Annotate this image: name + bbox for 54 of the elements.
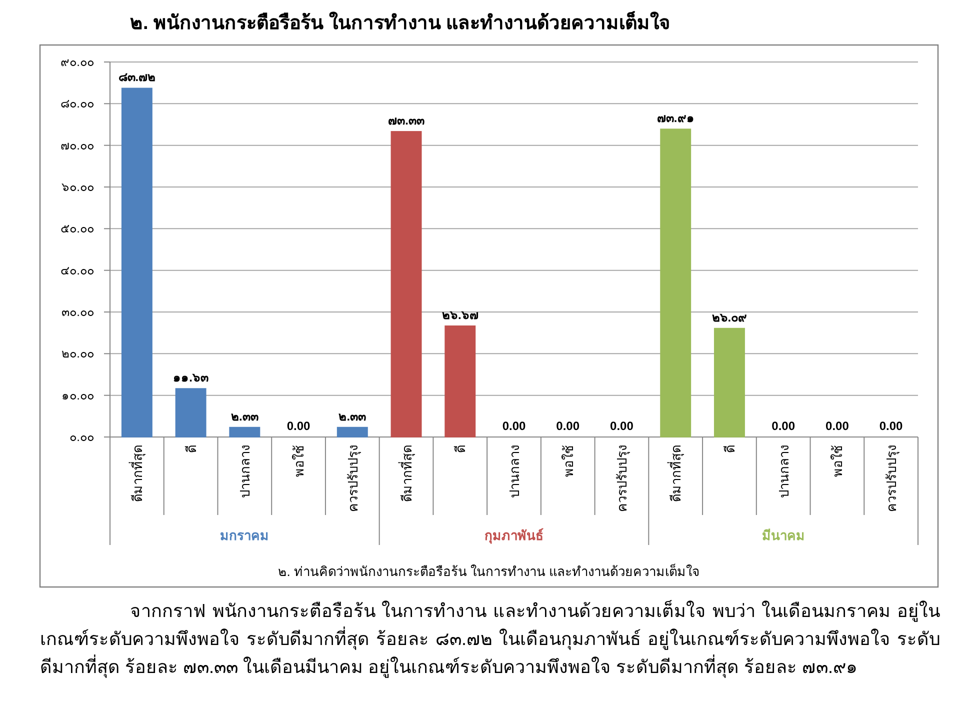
x-tick-label: พอใช้ — [560, 445, 576, 477]
bar — [660, 128, 692, 438]
bar — [229, 426, 260, 438]
y-tick-label: ๒๐.๐๐ — [62, 346, 94, 361]
x-tick-label: ปานกลาง — [238, 445, 253, 498]
x-tick-label: ควรปรับปรุง — [884, 445, 900, 512]
y-tick-label: ๗๐.๐๐ — [60, 138, 94, 152]
text: มีนาคม — [762, 528, 805, 543]
data-label: 0.00 — [502, 419, 526, 433]
x-tick-label: ดีมากที่สุด — [668, 445, 685, 502]
data-label: ๒.๓๓ — [338, 409, 366, 424]
y-tick-label: ๐.๐๐ — [70, 430, 94, 444]
data-label: ๗๓.๓๓ — [388, 113, 424, 128]
y-tick-label: ๘๐.๐๐ — [60, 96, 94, 111]
data-label: ๒๖.๐๙ — [712, 310, 748, 324]
x-tick-label: ดี — [184, 445, 199, 453]
bar — [175, 388, 206, 438]
text: มกราคม — [220, 528, 270, 543]
x-tick-label: ควรปรับปรุง — [345, 445, 362, 512]
data-label: 0.00 — [556, 419, 580, 433]
x-tick-label: พอใช้ — [830, 445, 846, 477]
data-label: 0.00 — [826, 419, 850, 433]
data-label: ๗๓.๙๑ — [656, 111, 694, 126]
y-tick-label: ๕๐.๐๐ — [60, 222, 94, 236]
text: จากกราฟ พนักงานกระตือรือร้น ในการทำงาน และทำงานด้วยความเต็มใจ พบว่า ในเดือนมกราคม อยู่ในเกณฑ์ระดับความพึงพอใจ ระดับดีมากที่สุด ร้อยละ ๘๓.๗๒ ในเดือนกุมภาพันธ์ อยู่ในเกณฑ์ระดับความพึงพอใจ ระดับดีมากที่สุด ร้อยละ ๗๓.๓๓ ในเดือนมีนาคม อยู่ในเกณฑ์ระดับความพึงพอใจ ระดับดีมากที่สุด ร้อยละ ๗๓.๙๑ — [40, 599, 940, 680]
bar — [714, 328, 745, 438]
y-tick-label: ๑๐.๐๐ — [62, 388, 94, 402]
x-tick-label: พอใช้ — [292, 445, 307, 477]
x-tick-label: ดีมากที่สุด — [128, 445, 146, 502]
bar — [444, 325, 476, 438]
data-label: ๘๓.๗๒ — [118, 70, 156, 84]
y-tick-label: ๖๐.๐๐ — [62, 180, 94, 194]
x-tick-label: ปานกลาง — [507, 445, 522, 498]
data-label: ๒๖.๖๗ — [442, 308, 478, 322]
y-tick-label: ๓๐.๐๐ — [62, 305, 94, 319]
data-label: 0.00 — [610, 419, 634, 433]
y-tick-label: ๔๐.๐๐ — [60, 263, 94, 278]
data-label: 0.00 — [772, 419, 796, 433]
data-label: 0.00 — [879, 419, 904, 433]
data-label: 0.00 — [286, 419, 311, 433]
x-tick-label: ดี — [722, 445, 738, 453]
bar — [390, 131, 422, 438]
x-tick-label: ปานกลาง — [776, 445, 792, 498]
text: กุมภาพันธ์ — [484, 528, 544, 544]
data-label: ๒.๓๓ — [230, 409, 258, 424]
chart-title: ๒. พนักงานกระตือรือร้น ในการทำงาน และทำงานด้วยความเต็มใจ — [130, 10, 670, 36]
data-label: ๑๑.๖๓ — [173, 370, 208, 385]
bar — [121, 88, 152, 438]
x-axis-title: ๒. ท่านคิดว่าพนักงานกระตือรือร้น ในการทำงาน และทำงานด้วยความเต็มใจ — [278, 562, 700, 579]
x-tick-label: ควรปรับปรุง — [614, 445, 631, 512]
x-tick-label: ดีมากที่สุด — [398, 445, 416, 502]
y-tick-label: ๙๐.๐๐ — [60, 55, 94, 69]
bar — [336, 426, 368, 438]
x-tick-label: ดี — [453, 445, 468, 453]
